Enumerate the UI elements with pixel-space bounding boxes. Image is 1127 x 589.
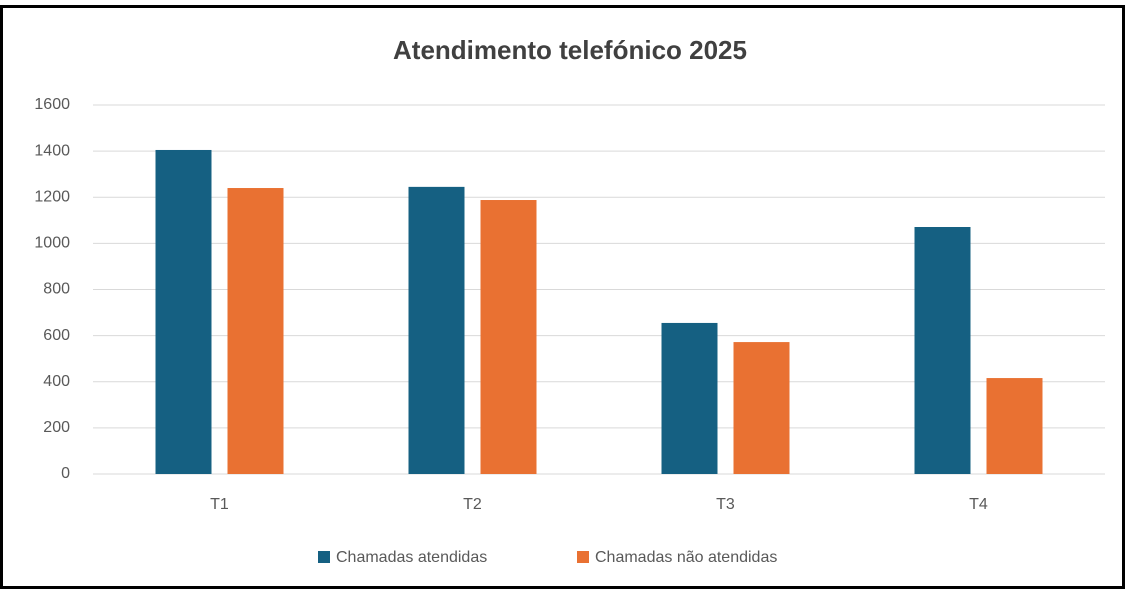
bar: [986, 378, 1043, 474]
legend-label: Chamadas atendidas: [336, 549, 487, 566]
bar: [733, 342, 790, 474]
legend-swatch: [318, 551, 330, 563]
y-tick-label: 400: [43, 373, 70, 390]
y-tick-label: 800: [43, 281, 70, 298]
y-tick-label: 200: [43, 419, 70, 436]
bar: [480, 200, 537, 474]
bar: [155, 149, 212, 475]
y-tick-label: 0: [61, 465, 70, 482]
bar: [227, 188, 284, 474]
legend-label: Chamadas não atendidas: [595, 549, 777, 566]
legend-swatch: [577, 551, 589, 563]
bar: [661, 322, 718, 474]
bar: [914, 227, 971, 474]
y-tick-label: 600: [43, 327, 70, 344]
y-tick-label: 1200: [34, 188, 70, 205]
y-tick-label: 1400: [34, 142, 70, 159]
x-tick-label: T1: [210, 496, 229, 513]
chart-title: Atendimento telefónico 2025: [393, 35, 747, 65]
y-tick-label: 1000: [34, 235, 70, 252]
bar: [408, 186, 465, 474]
y-tick-label: 1600: [34, 96, 70, 113]
x-tick-label: T4: [969, 496, 988, 513]
x-tick-label: T2: [463, 496, 482, 513]
x-tick-label: T3: [716, 496, 735, 513]
